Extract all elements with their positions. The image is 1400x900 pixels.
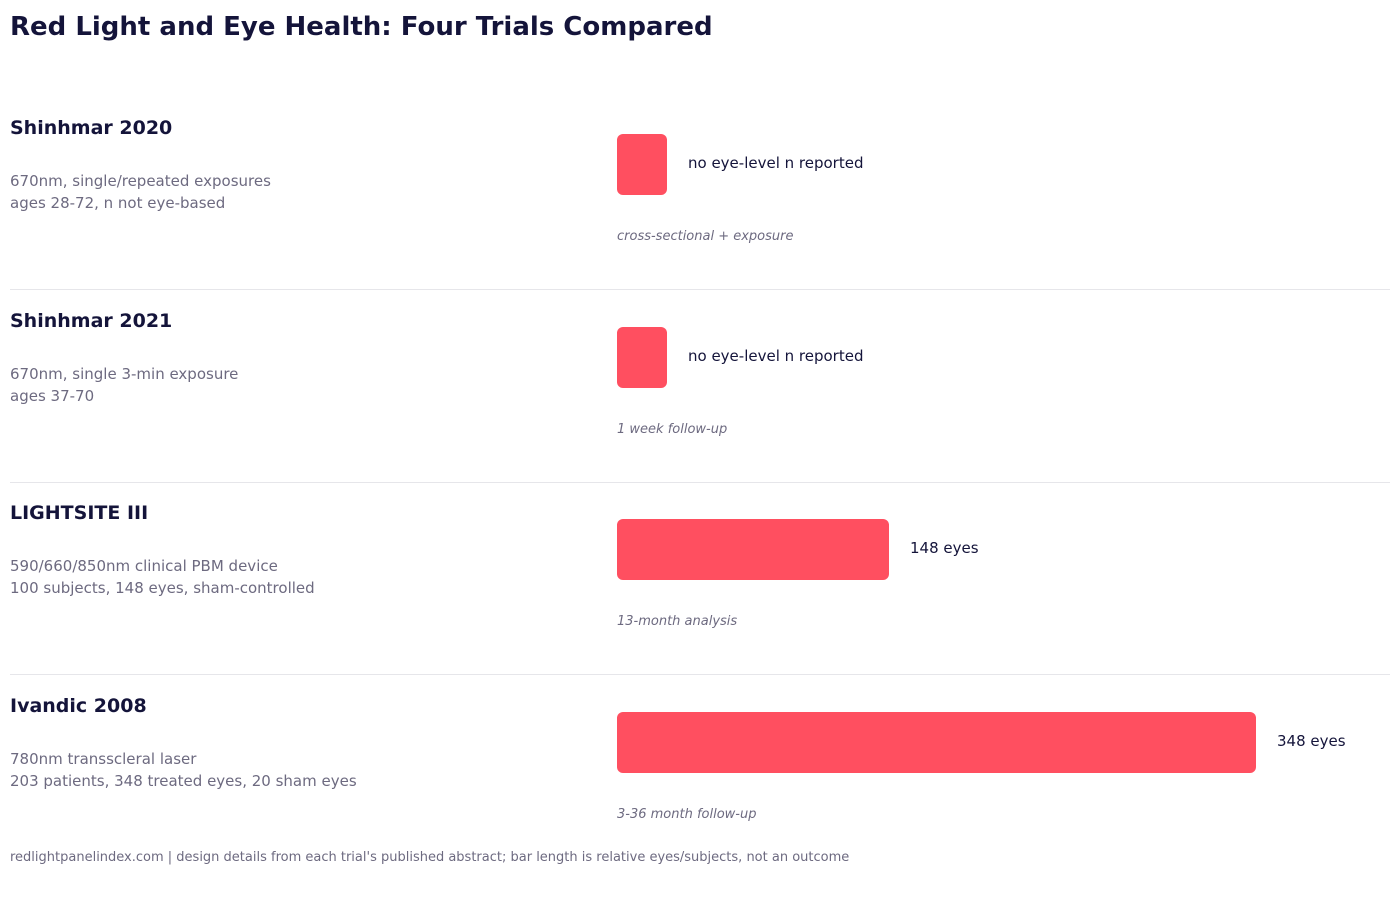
trial-note: 1 week follow-up	[617, 421, 728, 437]
trial-row: LIGHTSITE III 590/660/850nm clinical PBM …	[10, 482, 1390, 674]
trial-description: 780nm transscleral laser 203 patients, 34…	[10, 748, 357, 792]
row-divider	[10, 674, 1390, 675]
trial-row: Shinhmar 2021 670nm, single 3-min exposur…	[10, 290, 1390, 482]
bar-value-label: no eye-level n reported	[688, 346, 864, 365]
trial-name: Shinhmar 2021	[10, 309, 173, 332]
trial-name: Ivandic 2008	[10, 694, 147, 717]
trial-name: LIGHTSITE III	[10, 502, 149, 524]
chart-title: Red Light and Eye Health: Four Trials Co…	[10, 12, 713, 42]
trial-row: Shinhmar 2020 670nm, single/repeated expo…	[10, 97, 1390, 289]
trial-description-line: 670nm, single/repeated exposures	[10, 172, 271, 190]
trial-bar	[617, 326, 667, 388]
trial-description-line: ages 28-72, n not eye-based	[10, 194, 226, 212]
trial-note: 3-36 month follow-up	[617, 806, 757, 822]
trial-bar	[617, 134, 667, 195]
trial-description-line: 780nm transscleral laser	[10, 749, 197, 768]
trial-description: 670nm, single/repeated exposures ages 28-…	[10, 170, 271, 214]
trial-description-line: 100 subjects, 148 eyes, sham-controlled	[10, 579, 315, 597]
row-divider	[10, 481, 1390, 483]
bar-value-label: 348 eyes	[1277, 731, 1346, 750]
trial-note: cross-sectional + exposure	[617, 229, 794, 244]
trial-description: 670nm, single 3-min exposure ages 37-70	[10, 363, 238, 407]
trial-bar	[617, 711, 1256, 773]
trial-name: Shinhmar 2020	[10, 117, 173, 139]
bar-value-label: 148 eyes	[910, 539, 979, 557]
trial-description: 590/660/850nm clinical PBM device 100 sub…	[10, 555, 315, 599]
trial-row: Ivandic 2008 780nm transscleral laser 203 …	[10, 675, 1390, 867]
footer-note: redlightpanelindex.com | design details …	[10, 850, 850, 865]
trial-note: 13-month analysis	[617, 614, 738, 629]
trial-description-line: 670nm, single 3-min exposure	[10, 364, 239, 383]
trial-description-line: 590/660/850nm clinical PBM device	[10, 557, 278, 575]
trial-description-line: ages 37-70	[10, 386, 95, 405]
bar-value-label: no eye-level n reported	[688, 154, 864, 172]
row-divider	[10, 289, 1390, 290]
trial-description-line: 203 patients, 348 treated eyes, 20 sham …	[10, 771, 357, 790]
trial-bar	[617, 519, 889, 580]
